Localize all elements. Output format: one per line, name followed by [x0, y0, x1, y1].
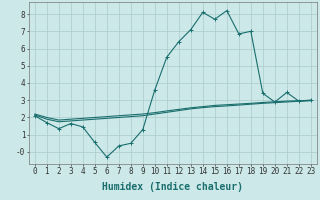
X-axis label: Humidex (Indice chaleur): Humidex (Indice chaleur)	[102, 182, 243, 192]
